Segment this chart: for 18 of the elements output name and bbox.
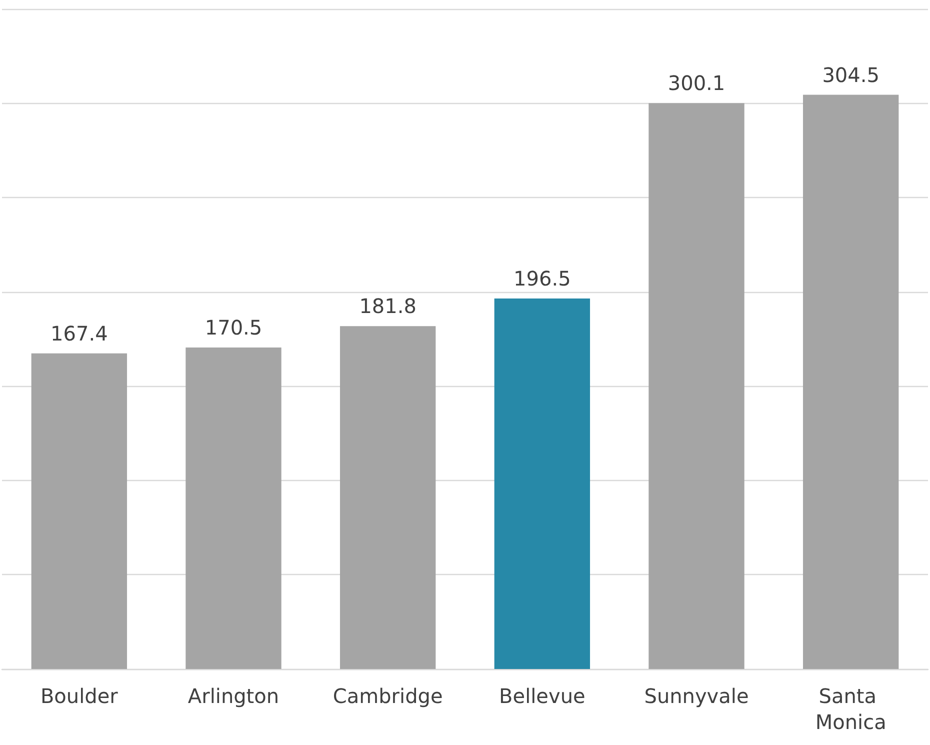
bar [494, 298, 590, 669]
x-tick-label: Arlington [188, 684, 280, 708]
data-label: 181.8 [359, 294, 416, 318]
bar [186, 347, 282, 669]
bar [802, 94, 899, 669]
data-label: 304.5 [822, 62, 880, 87]
data-label: 170.5 [204, 315, 262, 340]
bar [31, 353, 128, 669]
x-tick-label: Santa Monica [815, 684, 886, 734]
data-label: 196.5 [514, 266, 571, 290]
x-tick-label: Sunnyvale [644, 684, 749, 708]
data-label: 300.1 [668, 71, 726, 96]
x-tick-label: Bellevue [499, 684, 586, 708]
bar [340, 326, 436, 669]
bar [648, 103, 744, 669]
x-tick-label: Boulder [40, 684, 119, 708]
x-tick-label: Cambridge [332, 684, 443, 708]
data-label: 167.4 [50, 321, 108, 346]
